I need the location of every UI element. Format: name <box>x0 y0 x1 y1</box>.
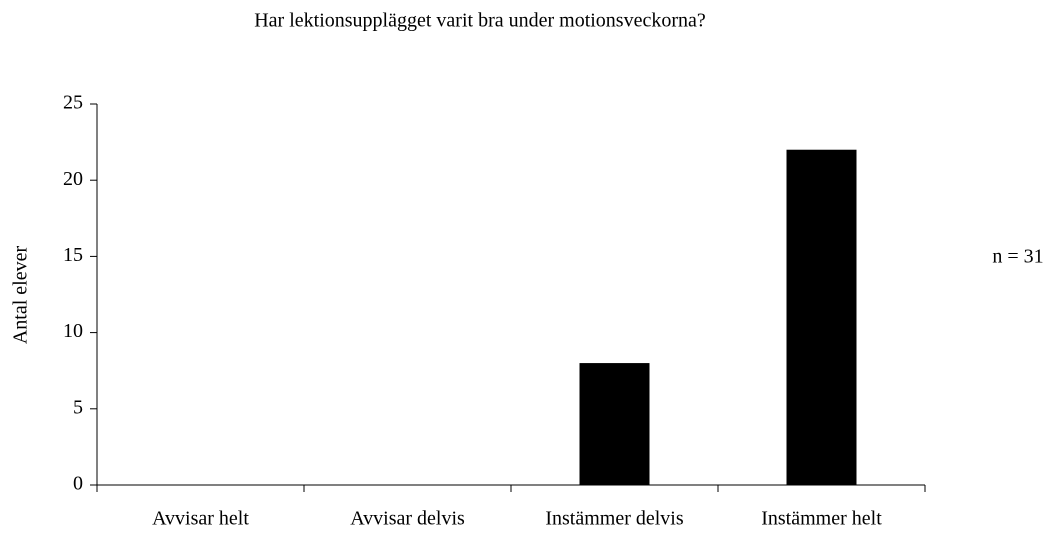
x-tick-label: Avvisar delvis <box>350 508 465 530</box>
y-tick-label: 10 <box>63 320 83 342</box>
y-tick-label: 0 <box>73 473 83 495</box>
chart-title: Har lektionsupplägget varit bra under mo… <box>254 10 706 32</box>
bar <box>786 149 857 485</box>
y-tick-label: 20 <box>63 168 83 190</box>
x-tick-label: Instämmer helt <box>761 508 882 530</box>
y-tick-label: 25 <box>63 92 83 114</box>
x-tick-label: Instämmer delvis <box>545 508 684 530</box>
annotation: n = 31 <box>992 246 1043 268</box>
x-tick-label: Avvisar helt <box>152 508 249 530</box>
y-tick-label: 5 <box>73 396 83 418</box>
bar <box>579 363 650 485</box>
y-axis-label: Antal elever <box>10 246 32 345</box>
y-tick-label: 15 <box>63 244 83 266</box>
